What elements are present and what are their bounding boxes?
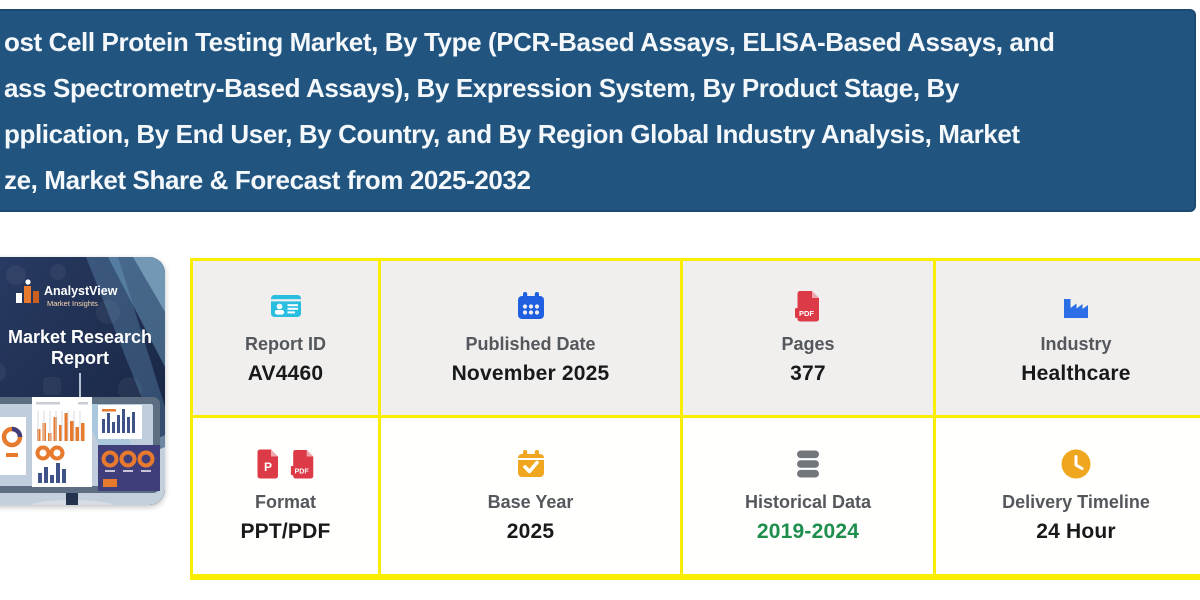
report-meta-grid: Report ID AV4460 Published Date November… bbox=[190, 258, 1200, 580]
title-line: ost Cell Protein Testing Market, By Type… bbox=[4, 26, 1055, 57]
svg-text:PDF: PDF bbox=[294, 468, 309, 475]
card-label: Historical Data bbox=[744, 491, 872, 512]
report-cover-art: AnalystView Market Insights Market Resea… bbox=[0, 257, 165, 505]
logo-subtitle: Market Insights bbox=[47, 299, 98, 308]
card-label: Report ID bbox=[245, 333, 326, 354]
card-value: 377 bbox=[790, 361, 826, 385]
card-value: 2019-2024 bbox=[756, 519, 860, 543]
logo-name: AnalystView bbox=[44, 284, 118, 298]
title-line: ze, Market Share & Forecast from 2025-20… bbox=[4, 164, 531, 195]
monitor-graphic bbox=[0, 397, 160, 505]
cover-title-line2: Report bbox=[51, 348, 109, 368]
ppt-pdf-icons: P PDF bbox=[255, 449, 317, 485]
report-title-banner: ost Cell Protein Testing Market, By Type… bbox=[0, 9, 1196, 212]
id-card-icon bbox=[268, 289, 304, 328]
title-line: pplication, By End User, By Country, and… bbox=[4, 118, 1020, 149]
svg-text:P: P bbox=[263, 460, 271, 474]
card-label: Pages bbox=[781, 333, 835, 354]
industry-icon bbox=[1059, 289, 1093, 328]
card-label: Delivery Timeline bbox=[1002, 491, 1150, 512]
card-label: Base Year bbox=[487, 491, 574, 512]
card-label: Published Date bbox=[465, 333, 596, 354]
card-pages: PDF Pages 377 bbox=[683, 261, 933, 415]
card-report-id: Report ID AV4460 bbox=[193, 261, 378, 415]
card-industry: Industry Healthcare bbox=[936, 261, 1200, 415]
card-format: P PDF Format PPT/PDF bbox=[193, 418, 378, 574]
report-cover-image: AnalystView Market Insights Market Resea… bbox=[0, 257, 165, 505]
card-historical-data: Historical Data 2019-2024 bbox=[683, 418, 933, 574]
pdf-file-icon: PDF bbox=[793, 289, 823, 328]
card-value: Healthcare bbox=[1021, 361, 1131, 385]
analystview-logo-icon bbox=[16, 279, 39, 303]
svg-text:PDF: PDF bbox=[799, 309, 814, 318]
title-line: ass Spectrometry-Based Assays), By Expre… bbox=[4, 72, 959, 103]
card-base-year: Base Year 2025 bbox=[381, 418, 680, 574]
database-icon bbox=[791, 447, 825, 486]
card-label: Industry bbox=[1040, 333, 1112, 354]
calendar-icon bbox=[514, 289, 548, 328]
card-value: 24 Hour bbox=[1036, 519, 1116, 543]
card-value: PPT/PDF bbox=[240, 519, 331, 543]
card-published-date: Published Date November 2025 bbox=[381, 261, 680, 415]
cover-title-line1: Market Research bbox=[8, 327, 152, 347]
calendar-check-icon bbox=[514, 447, 548, 486]
pdf-file-icon: PDF bbox=[289, 448, 317, 485]
ppt-file-icon: P bbox=[255, 448, 282, 485]
card-label: Format bbox=[254, 491, 316, 512]
card-value: 2025 bbox=[506, 519, 555, 543]
card-value: AV4460 bbox=[247, 361, 324, 385]
card-value: November 2025 bbox=[451, 361, 610, 385]
clock-icon bbox=[1059, 447, 1093, 486]
card-delivery-timeline: Delivery Timeline 24 Hour bbox=[936, 418, 1200, 574]
